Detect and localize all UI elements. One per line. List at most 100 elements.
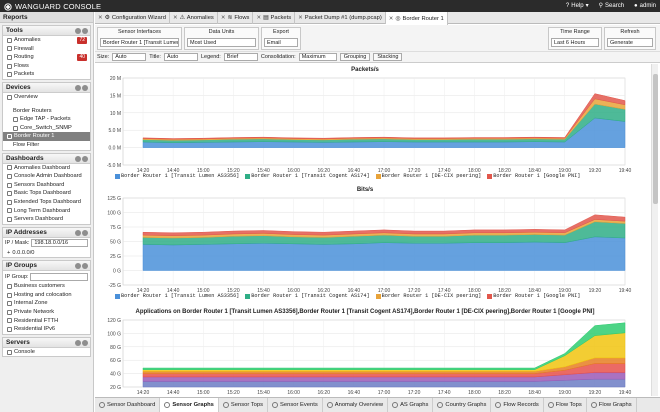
time-range-select[interactable]: Last 6 Hours bbox=[551, 38, 599, 47]
sidebar-item-anomalies[interactable]: Anomalies 72 bbox=[3, 36, 90, 45]
grouping-button[interactable]: Grouping bbox=[339, 53, 371, 61]
sidebar-item-dashboard[interactable]: Extended Tops Dashboard bbox=[3, 198, 90, 207]
ip-group-input[interactable] bbox=[30, 272, 88, 281]
series-area bbox=[142, 214, 626, 236]
close-icon[interactable]: ✕ bbox=[172, 15, 178, 21]
sidebar-item-ip-group[interactable]: Residential FTTH bbox=[3, 317, 90, 326]
title-select[interactable]: Auto bbox=[163, 53, 198, 61]
sidebar-item-ip-group[interactable]: Business customers bbox=[3, 282, 90, 291]
tab-anomalies[interactable]: ✕ ⚠ Anomalies bbox=[170, 12, 218, 24]
legend-item[interactable]: Border Router 1 [Transit Cogent AS174] bbox=[245, 173, 370, 179]
ip-mask-input[interactable]: 198.18.0.0/16 bbox=[31, 239, 88, 248]
legend-select[interactable]: Brief bbox=[223, 53, 258, 61]
sidebar-item-border-routers[interactable]: Border Routers bbox=[13, 107, 52, 114]
y-tick-label: 60 G bbox=[110, 358, 121, 364]
tab-flows[interactable]: ✕ ≋ Flows bbox=[218, 12, 254, 24]
sidebar-item-console[interactable]: Console bbox=[3, 348, 90, 357]
collapse-icon[interactable] bbox=[75, 155, 81, 162]
legend-item[interactable]: Border Router 1 [Google PNI] bbox=[487, 173, 580, 179]
sidebar-item-dashboard[interactable]: Anomalies Dashboard bbox=[3, 164, 90, 173]
tab-packet-dump[interactable]: ✕ Packet Dump #1 (dump.pcap) bbox=[295, 12, 386, 24]
tab-packets[interactable]: ✕ ▤ Packets bbox=[253, 12, 296, 24]
collapse-icon[interactable] bbox=[75, 339, 81, 346]
close-icon[interactable]: ✕ bbox=[388, 15, 394, 22]
legend-swatch bbox=[487, 293, 493, 299]
scrollbar-thumb[interactable] bbox=[653, 74, 658, 204]
sidebar-item-dashboard[interactable]: Basic Tops Dashboard bbox=[3, 189, 90, 198]
tab-configuration-wizard[interactable]: ✕ ⚙ Configuration Wizard bbox=[95, 12, 170, 24]
user-menu[interactable]: ● admin bbox=[634, 2, 656, 9]
close-icon[interactable]: ✕ bbox=[98, 15, 103, 21]
x-tick-label: 19:40 bbox=[619, 288, 632, 294]
sidebar-item-border-router-1[interactable]: Border Router 1 bbox=[3, 132, 90, 141]
sidebar-item-dashboard[interactable]: Sensors Dashboard bbox=[3, 181, 90, 190]
x-tick-label: 18:40 bbox=[528, 168, 541, 174]
sidebar-item-ip-group[interactable]: Private Network bbox=[3, 308, 90, 317]
sidebar-item-core-switch[interactable]: Core_Switch_SNMP bbox=[3, 124, 90, 133]
data-units-select[interactable]: Most Used bbox=[187, 38, 256, 47]
sidebar-item-overview[interactable]: Overview bbox=[3, 93, 90, 102]
chart-title: Applications on Border Router 1 [Transit… bbox=[135, 309, 595, 315]
collapse-icon[interactable] bbox=[75, 229, 81, 236]
tab-sensor-dashboard[interactable]: Sensor Dashboard bbox=[95, 398, 161, 412]
collapse-icon[interactable] bbox=[75, 84, 81, 91]
sidebar-item-edge-tap[interactable]: Edge TAP - Packets bbox=[3, 115, 90, 124]
size-select[interactable]: Auto bbox=[112, 53, 147, 61]
close-icon[interactable] bbox=[82, 155, 88, 162]
sidebar-item-packets[interactable]: Packets bbox=[3, 70, 90, 79]
close-icon[interactable] bbox=[82, 339, 88, 346]
vertical-scrollbar[interactable] bbox=[651, 64, 658, 396]
search-button[interactable]: ⚲ Search bbox=[598, 2, 625, 10]
panel-title: IP Addresses bbox=[3, 227, 90, 238]
collapse-icon[interactable] bbox=[75, 263, 81, 270]
legend-item[interactable]: Border Router 1 [Transit Lumen AS3356] bbox=[115, 173, 239, 179]
legend-item[interactable]: Border Router 1 [DE-CIX peering] bbox=[375, 173, 481, 179]
sensor-interfaces-select[interactable]: Border Router 1 [Transit Lumen bbox=[100, 38, 179, 47]
sidebar-item-ip-group[interactable]: Internal Zone bbox=[3, 299, 90, 308]
tab-flow-tops[interactable]: Flow Tops bbox=[544, 398, 587, 412]
sidebar-item-flow-filter[interactable]: Flow Filter bbox=[13, 141, 40, 148]
x-tick-label: 17:00 bbox=[378, 288, 391, 294]
legend-item[interactable]: Border Router 1 [Google PNI] bbox=[487, 293, 580, 299]
legend-item[interactable]: Border Router 1 [DE-CIX peering] bbox=[375, 293, 481, 299]
sidebar-item-dashboard[interactable]: Long Term Dashboard bbox=[3, 207, 90, 216]
tab-sensor-events[interactable]: Sensor Events bbox=[268, 398, 323, 412]
close-icon[interactable] bbox=[82, 263, 88, 270]
checkbox-icon[interactable] bbox=[13, 125, 18, 131]
expand-icon[interactable]: + bbox=[7, 249, 11, 256]
sidebar-item-firewall[interactable]: Firewall bbox=[3, 45, 90, 54]
checkbox-icon[interactable] bbox=[13, 116, 18, 122]
close-icon[interactable]: ✕ bbox=[256, 15, 262, 21]
help-menu[interactable]: ? Help ▾ bbox=[565, 2, 589, 10]
sidebar-item-routing[interactable]: Routing 40 bbox=[3, 53, 90, 62]
close-icon[interactable] bbox=[82, 28, 88, 34]
sidebar-item-ip-group[interactable]: Hosting and colocation bbox=[3, 291, 90, 300]
collapse-icon[interactable] bbox=[75, 28, 81, 34]
y-tick-label: 0.0 M bbox=[108, 146, 121, 152]
legend-item[interactable]: Border Router 1 [Transit Cogent AS174] bbox=[245, 293, 370, 299]
tab-anomaly-overview[interactable]: Anomaly Overview bbox=[323, 398, 389, 412]
consolidation-select[interactable]: Maximum bbox=[298, 53, 337, 61]
sidebar-item-dashboard[interactable]: Console Admin Dashboard bbox=[3, 172, 90, 181]
close-icon[interactable] bbox=[82, 229, 88, 236]
generate-button[interactable]: Generate bbox=[607, 38, 653, 47]
legend-item[interactable]: Border Router 1 [Transit Lumen AS3356] bbox=[115, 293, 239, 299]
sidebar-item-flows[interactable]: Flows bbox=[3, 62, 90, 71]
close-icon[interactable]: ✕ bbox=[220, 15, 226, 21]
tab-country-graphs[interactable]: Country Graphs bbox=[433, 398, 492, 412]
tab-border-router-1[interactable]: ✕ ◎ Border Router 1 bbox=[385, 12, 448, 25]
sidebar-item-dashboard[interactable]: Servers Dashboard bbox=[3, 215, 90, 224]
ip-tree-item[interactable]: +0.0.0.0/0 bbox=[7, 249, 35, 256]
tab-flow-graphs[interactable]: Flow Graphs bbox=[587, 398, 637, 412]
tab-as-graphs[interactable]: AS Graphs bbox=[388, 398, 434, 412]
export-select[interactable]: Email bbox=[264, 38, 298, 47]
checkbox-icon[interactable] bbox=[7, 134, 12, 140]
dashboard-icon bbox=[7, 208, 12, 214]
tab-flow-records[interactable]: Flow Records bbox=[491, 398, 544, 412]
stacking-button[interactable]: Stacking bbox=[373, 53, 403, 61]
tab-sensor-tops[interactable]: Sensor Tops bbox=[219, 398, 269, 412]
tab-sensor-graphs[interactable]: Sensor Graphs bbox=[160, 398, 219, 412]
close-icon[interactable] bbox=[82, 84, 88, 91]
close-icon[interactable]: ✕ bbox=[298, 15, 303, 21]
sidebar-item-ip-group[interactable]: Residential IPv6 bbox=[3, 325, 90, 334]
